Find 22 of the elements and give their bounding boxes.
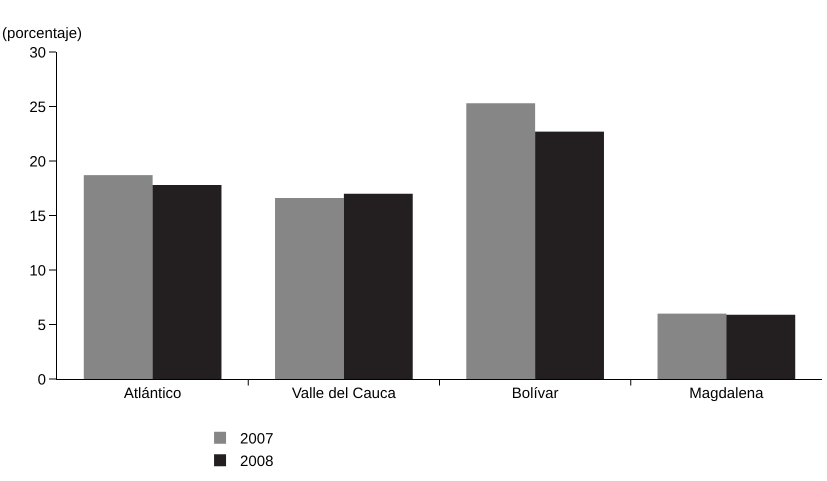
y-tick-label: 30	[29, 44, 46, 62]
legend-label: 2008	[240, 453, 274, 470]
y-tick-label: 0	[38, 371, 46, 388]
x-tick-label: Valle del Cauca	[292, 385, 397, 402]
bar	[658, 314, 726, 379]
bar	[726, 314, 796, 379]
bar	[84, 175, 153, 379]
y-tick-label: 5	[38, 316, 46, 334]
legend-label: 2007	[240, 430, 274, 448]
y-tick-label: 20	[29, 153, 46, 170]
y-tick-label: 25	[29, 98, 46, 116]
bar	[152, 184, 222, 379]
x-tick-label: Magdalena	[689, 385, 764, 402]
bar	[275, 198, 344, 379]
bar	[344, 194, 413, 379]
bar	[466, 103, 536, 379]
y-axis-title: (porcentaje)	[2, 25, 82, 42]
x-tick-label: Atlántico	[124, 385, 182, 402]
y-tick-label: 10	[29, 262, 46, 280]
bar	[535, 132, 604, 379]
x-tick-label: Bolívar	[512, 385, 558, 402]
y-tick-label: 15	[29, 208, 46, 225]
